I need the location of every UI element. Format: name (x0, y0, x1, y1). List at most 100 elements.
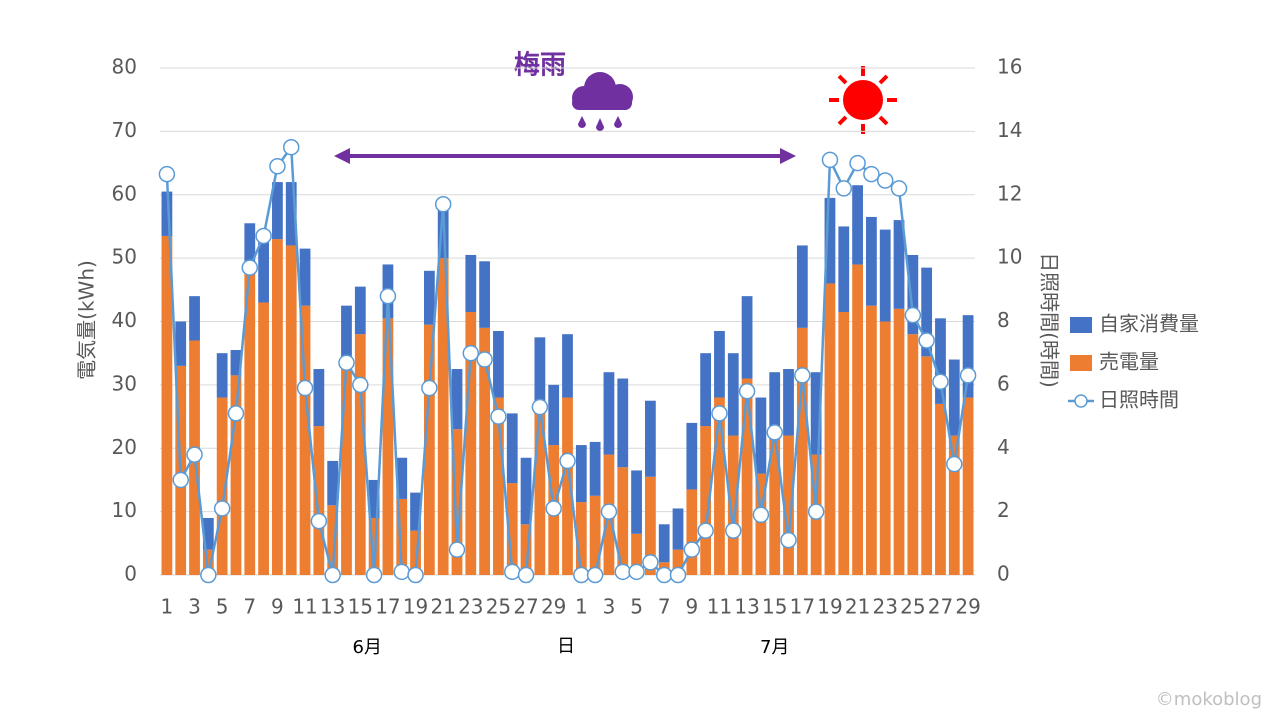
bar-segment (423, 270, 435, 325)
x-tick-label: 7 (658, 595, 671, 619)
bar-segment (852, 264, 863, 575)
bar-segment (161, 235, 173, 575)
bar-segment (700, 426, 712, 575)
bar-segment (230, 350, 242, 376)
line-marker (517, 566, 535, 584)
bar-segment (631, 470, 642, 534)
bar-segment (272, 182, 283, 240)
bar-segment (672, 508, 684, 550)
sun-icon (829, 66, 897, 134)
y2-tick-label: 8 (997, 308, 1010, 332)
line-marker (158, 165, 176, 183)
y2-tick-label: 12 (997, 181, 1022, 205)
line-marker (794, 367, 811, 384)
bar-segment (368, 479, 380, 518)
line-marker (503, 563, 521, 581)
x-tick-label: 1 (161, 595, 174, 619)
bar-segment (520, 457, 532, 525)
x-tick-label: 23 (872, 595, 897, 619)
bar-segment (907, 254, 919, 335)
bar-segment (451, 369, 463, 430)
bar-segment (727, 435, 739, 575)
bar-segment (769, 438, 781, 575)
line-marker (959, 367, 977, 384)
bar-segment (589, 495, 601, 575)
line-marker (559, 452, 576, 470)
bar-segment (907, 334, 919, 575)
x-tick-label: 17 (790, 595, 815, 619)
bar-segment (879, 229, 891, 322)
line-marker (296, 379, 314, 397)
x-tick-label: 5 (630, 595, 643, 619)
y-tick-label: 80 (112, 55, 137, 79)
line-marker (255, 227, 272, 245)
x-tick-label: 27 (513, 595, 538, 619)
bar-segment (230, 375, 242, 575)
y-tick-label: 50 (112, 245, 137, 269)
line-marker (573, 566, 590, 584)
x-tick-label: 13 (320, 595, 345, 619)
x-tick-label: 15 (762, 595, 787, 619)
bar-segment (741, 378, 753, 575)
bar-segment (755, 473, 767, 575)
y2-tick-label: 2 (997, 498, 1010, 522)
line-marker (683, 541, 701, 558)
bar-segment (534, 337, 546, 404)
bar-segment (479, 261, 491, 328)
bar-segment (866, 216, 877, 306)
bar-segment (189, 296, 200, 341)
x-tick-label: 1 (575, 595, 588, 619)
y-tick-label: 60 (112, 181, 137, 205)
x-tick-label: 25 (900, 595, 925, 619)
bar-segment (437, 258, 449, 575)
bar-segment (935, 403, 946, 575)
bar-segment (175, 321, 187, 366)
line-marker (669, 566, 687, 584)
bar-segment (935, 318, 946, 404)
line-marker (531, 398, 549, 416)
bar-segment (354, 286, 366, 335)
line-marker (904, 306, 922, 324)
x-tick-label: 27 (928, 595, 953, 619)
x-group-label: 6月 (352, 637, 381, 658)
bar-segment (299, 248, 311, 306)
bar-segment (327, 460, 339, 506)
bar-segment (700, 353, 712, 427)
line-marker (200, 566, 217, 584)
bar-segment (879, 321, 891, 575)
y-tick-label: 30 (112, 371, 137, 395)
bar-segment (548, 384, 560, 446)
line-marker (462, 344, 480, 362)
x-tick-label: 17 (375, 595, 400, 619)
y-tick-label: 70 (112, 118, 137, 142)
line-marker (407, 566, 424, 584)
y2-tick-label: 4 (997, 435, 1010, 459)
bar-segment (589, 441, 601, 496)
y-tick-label: 20 (112, 435, 137, 459)
rain-icon (572, 72, 633, 131)
legend-swatch (1070, 317, 1092, 333)
bar-segment (534, 403, 546, 575)
bar-segment (202, 517, 214, 550)
bar-segment (893, 220, 905, 309)
x-tick-label: 9 (271, 595, 284, 619)
annotation: 梅雨 (514, 50, 566, 81)
line-marker (545, 500, 562, 517)
bar-segment (852, 185, 863, 265)
bar-segment (465, 254, 477, 312)
x-tick-label: 11 (707, 595, 732, 619)
bar-segment (644, 476, 656, 575)
line-marker (227, 405, 245, 422)
line-marker (863, 165, 880, 183)
x-tick-label: 21 (845, 595, 870, 619)
x-tick-label: 3 (603, 595, 616, 619)
bar-segment (810, 372, 822, 455)
bar-segment (285, 245, 297, 575)
x-tick-label: 19 (403, 595, 428, 619)
bar-segment (575, 502, 587, 575)
line-marker (835, 180, 853, 197)
bar-segment (866, 305, 877, 575)
x-tick-label: 15 (348, 595, 373, 619)
line-marker (338, 354, 355, 371)
bar-segment (396, 498, 408, 575)
